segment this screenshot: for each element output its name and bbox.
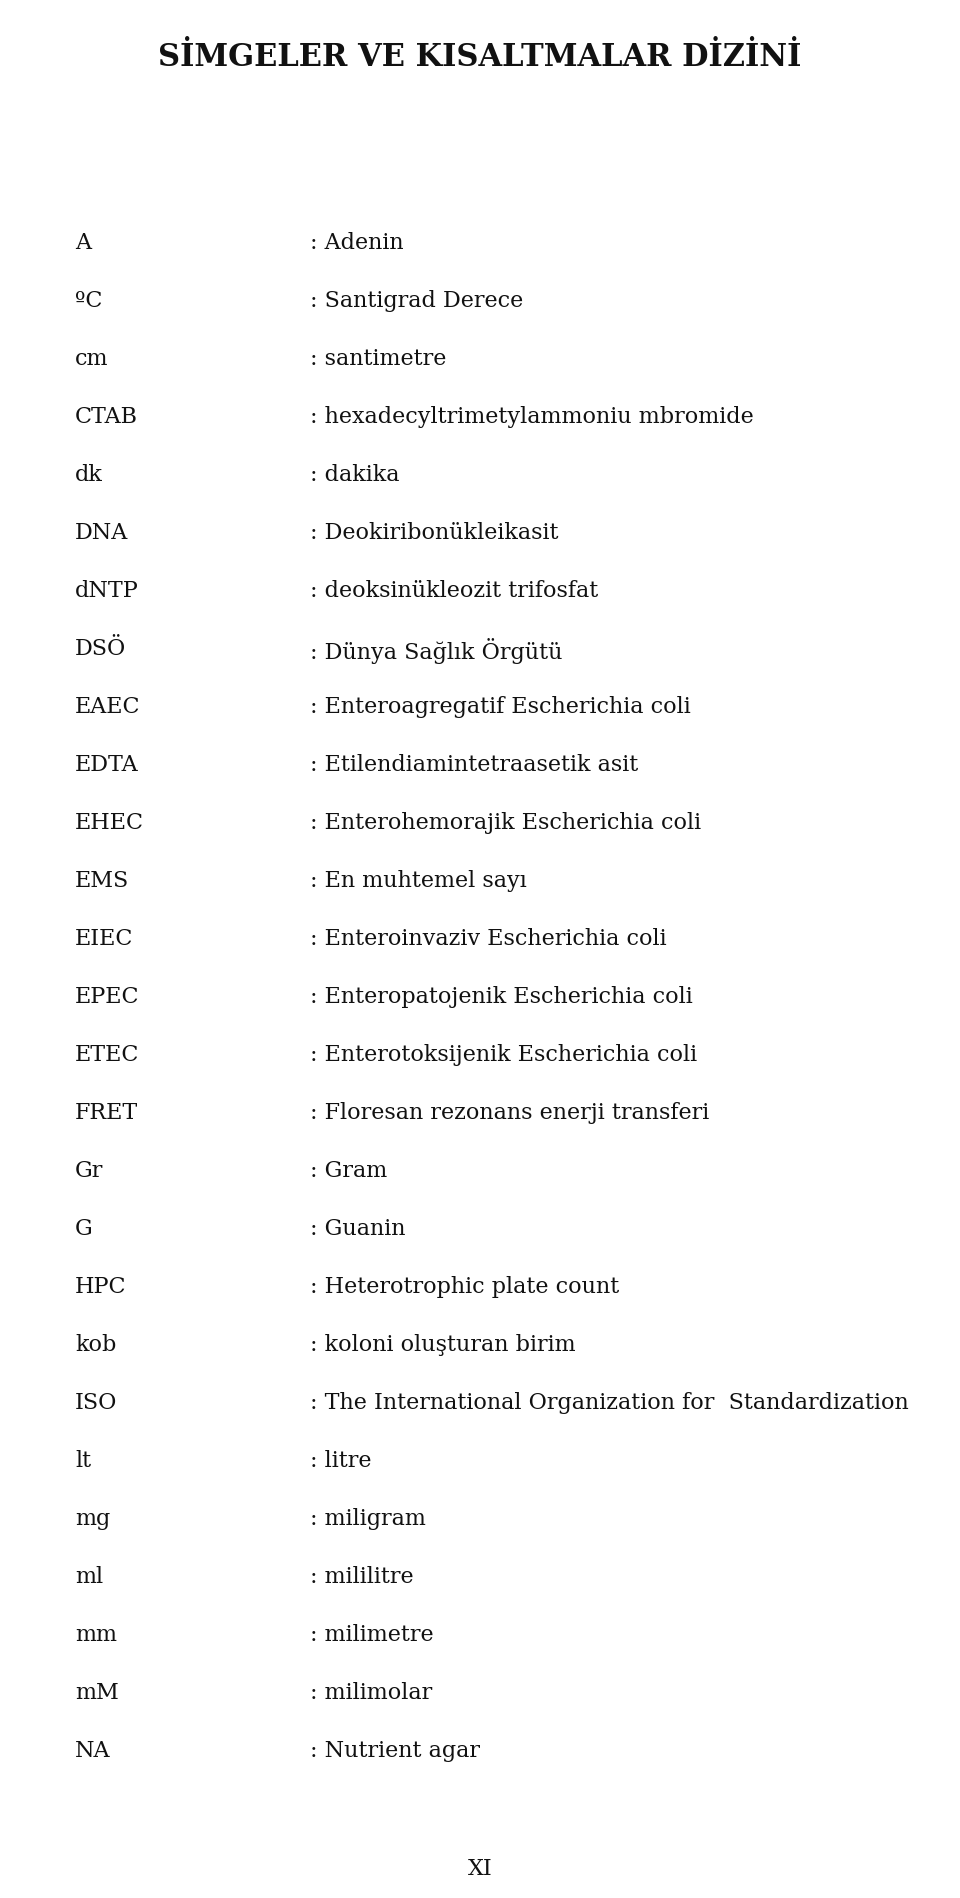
Text: mM: mM	[75, 1682, 119, 1704]
Text: : The International Organization for  Standardization: : The International Organization for Sta…	[310, 1391, 909, 1414]
Text: : dakika: : dakika	[310, 463, 399, 486]
Text: : Etilendiamintetraasetik asit: : Etilendiamintetraasetik asit	[310, 754, 638, 776]
Text: kob: kob	[75, 1334, 116, 1355]
Text: : Enteroinvaziv Escherichia coli: : Enteroinvaziv Escherichia coli	[310, 928, 666, 951]
Text: EHEC: EHEC	[75, 812, 144, 833]
Text: lt: lt	[75, 1450, 91, 1473]
Text: A: A	[75, 232, 91, 254]
Text: EDTA: EDTA	[75, 754, 138, 776]
Text: NA: NA	[75, 1740, 110, 1761]
Text: : En muhtemel sayı: : En muhtemel sayı	[310, 869, 527, 892]
Text: : koloni oluşturan birim: : koloni oluşturan birim	[310, 1334, 576, 1355]
Text: : hexadecyltrimetylammoniu mbromide: : hexadecyltrimetylammoniu mbromide	[310, 406, 754, 429]
Text: HPC: HPC	[75, 1275, 127, 1298]
Text: dk: dk	[75, 463, 103, 486]
Text: : Heterotrophic plate count: : Heterotrophic plate count	[310, 1275, 619, 1298]
Text: : litre: : litre	[310, 1450, 372, 1473]
Text: : milimetre: : milimetre	[310, 1625, 434, 1646]
Text: : miligram: : miligram	[310, 1509, 426, 1530]
Text: : Santigrad Derece: : Santigrad Derece	[310, 290, 523, 311]
Text: : Enterohemorajik Escherichia coli: : Enterohemorajik Escherichia coli	[310, 812, 701, 833]
Text: EAEC: EAEC	[75, 697, 140, 717]
Text: EMS: EMS	[75, 869, 130, 892]
Text: : mililitre: : mililitre	[310, 1566, 414, 1589]
Text: dNTP: dNTP	[75, 581, 139, 602]
Text: : milimolar: : milimolar	[310, 1682, 432, 1704]
Text: FRET: FRET	[75, 1103, 138, 1124]
Text: DSÖ: DSÖ	[75, 638, 127, 661]
Text: CTAB: CTAB	[75, 406, 138, 429]
Text: EIEC: EIEC	[75, 928, 133, 951]
Text: ml: ml	[75, 1566, 103, 1589]
Text: mg: mg	[75, 1509, 110, 1530]
Text: ºC: ºC	[75, 290, 103, 311]
Text: : Adenin: : Adenin	[310, 232, 403, 254]
Text: : Guanin: : Guanin	[310, 1219, 405, 1239]
Text: XI: XI	[468, 1858, 492, 1881]
Text: : Nutrient agar: : Nutrient agar	[310, 1740, 480, 1761]
Text: cm: cm	[75, 347, 108, 370]
Text: : Floresan rezonans enerji transferi: : Floresan rezonans enerji transferi	[310, 1103, 709, 1124]
Text: : santimetre: : santimetre	[310, 347, 446, 370]
Text: mm: mm	[75, 1625, 117, 1646]
Text: : Deokiribonükleikasit: : Deokiribonükleikasit	[310, 522, 559, 545]
Text: : Dünya Sağlık Örgütü: : Dünya Sağlık Örgütü	[310, 638, 563, 664]
Text: ISO: ISO	[75, 1391, 117, 1414]
Text: : Gram: : Gram	[310, 1160, 387, 1182]
Text: SİMGELER VE KISALTMALAR DİZİNİ: SİMGELER VE KISALTMALAR DİZİNİ	[158, 42, 802, 72]
Text: Gr: Gr	[75, 1160, 104, 1182]
Text: EPEC: EPEC	[75, 985, 139, 1008]
Text: ETEC: ETEC	[75, 1044, 139, 1067]
Text: : Enteropatojenik Escherichia coli: : Enteropatojenik Escherichia coli	[310, 985, 693, 1008]
Text: G: G	[75, 1219, 93, 1239]
Text: : Enteroagregatif Escherichia coli: : Enteroagregatif Escherichia coli	[310, 697, 691, 717]
Text: DNA: DNA	[75, 522, 129, 545]
Text: : deoksinükleozit trifosfat: : deoksinükleozit trifosfat	[310, 581, 598, 602]
Text: : Enterotoksijenik Escherichia coli: : Enterotoksijenik Escherichia coli	[310, 1044, 697, 1067]
